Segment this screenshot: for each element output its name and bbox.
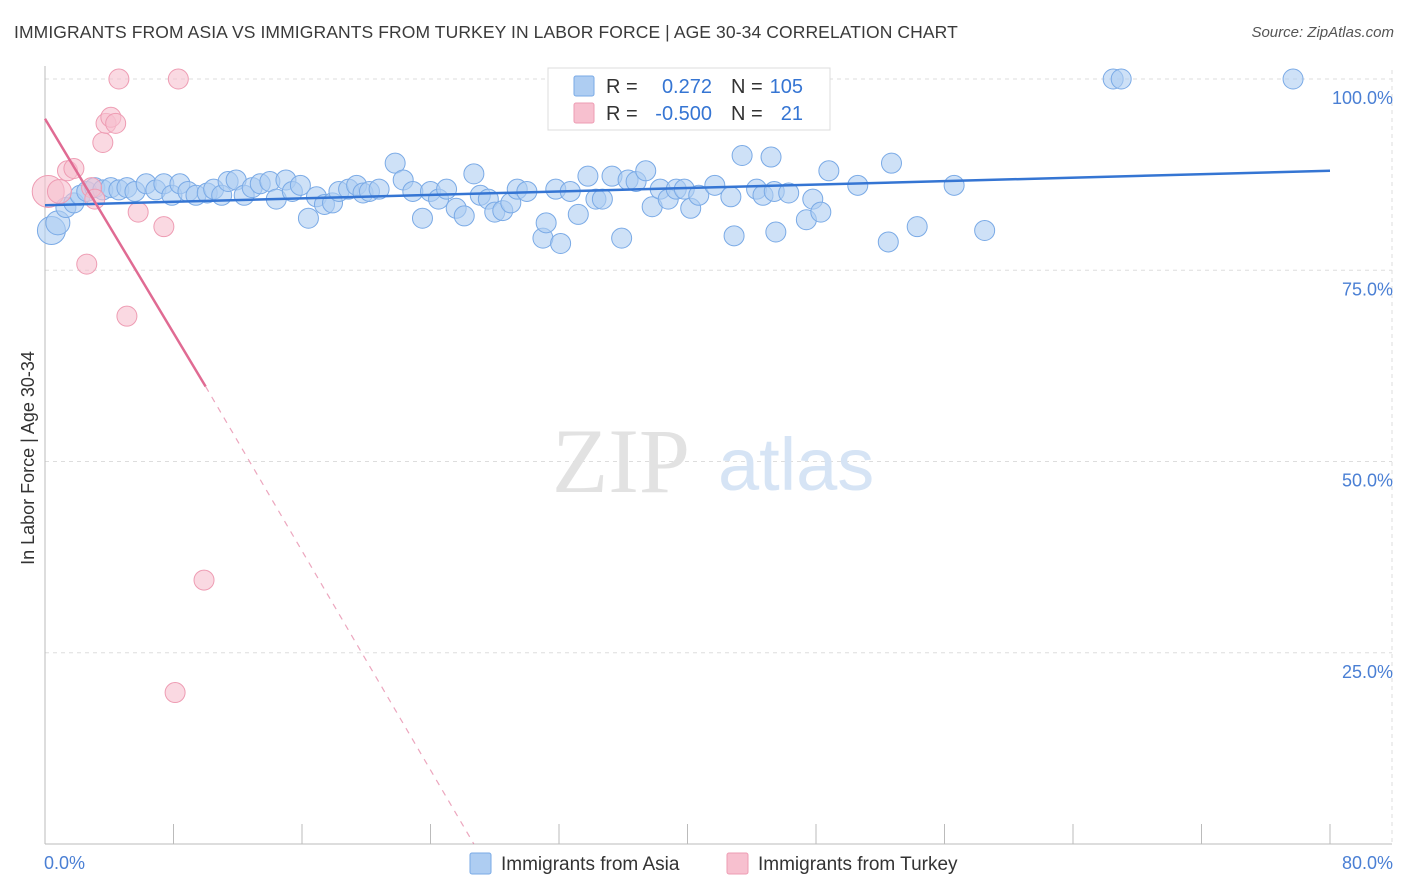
legend-asia-n-value: 105 xyxy=(770,76,803,98)
grid-lines xyxy=(45,70,1393,844)
turkey-point xyxy=(108,68,130,90)
turkey-point xyxy=(46,178,72,204)
asia-point xyxy=(1282,68,1304,90)
asia-point xyxy=(463,163,485,185)
asia-trend-line xyxy=(44,169,1331,207)
asia-point xyxy=(591,188,613,210)
asia-point xyxy=(635,160,657,182)
asia-point xyxy=(368,178,390,200)
asia-point xyxy=(411,207,433,229)
asia-point xyxy=(906,216,928,238)
turkey-point xyxy=(127,201,149,223)
legend-bottom: Immigrants from Asia Immigrants from Tur… xyxy=(469,852,958,875)
turkey-point xyxy=(153,216,175,238)
y-tick-label-25: 25.0% xyxy=(1342,662,1393,682)
asia-point xyxy=(760,146,782,168)
asia-point xyxy=(943,174,965,196)
asia-point xyxy=(720,186,742,208)
asia-point xyxy=(731,145,753,166)
turkey-trend-extension xyxy=(205,386,475,845)
asia-point xyxy=(974,219,996,241)
y-tick-label-100: 100.0% xyxy=(1332,88,1393,108)
source-credit: Source: ZipAtlas.com xyxy=(1251,24,1394,41)
asia-point xyxy=(765,221,787,243)
legend-top: R = 0.272 N = 105 R = -0.500 N = 21 xyxy=(547,67,831,131)
asia-point xyxy=(877,231,899,253)
legend-turkey-n-value: 21 xyxy=(781,103,803,125)
watermark-zip: ZIP xyxy=(552,410,690,512)
bottom-legend-turkey-label: Immigrants from Turkey xyxy=(758,854,958,875)
bottom-legend-swatch-asia xyxy=(469,852,492,875)
asia-point xyxy=(436,178,458,200)
asia-point xyxy=(688,184,710,206)
x-tick-label-min: 0.0% xyxy=(44,853,85,873)
turkey-point xyxy=(164,682,186,704)
bottom-legend-asia-label: Immigrants from Asia xyxy=(501,854,680,875)
asia-point xyxy=(567,203,589,225)
asia-point xyxy=(577,165,599,187)
asia-point xyxy=(1110,68,1132,90)
bottom-legend-swatch-turkey xyxy=(726,852,749,875)
turkey-point xyxy=(92,131,114,153)
legend-asia-n-label: N = xyxy=(731,76,763,98)
watermark-atlas: atlas xyxy=(718,423,874,506)
x-tick-label-max: 80.0% xyxy=(1342,853,1393,873)
y-tick-label-50: 50.0% xyxy=(1342,471,1393,491)
asia-point xyxy=(847,174,869,196)
turkey-point xyxy=(193,569,215,591)
asia-point xyxy=(384,152,406,174)
legend-turkey-r-label: R = xyxy=(606,103,638,125)
series-turkey-points xyxy=(31,68,215,704)
y-axis-title: In Labor Force | Age 30-34 xyxy=(18,351,38,565)
asia-point xyxy=(297,207,319,229)
legend-asia-r-label: R = xyxy=(606,76,638,98)
turkey-point xyxy=(167,68,189,90)
legend-swatch-asia xyxy=(573,75,595,97)
axes xyxy=(44,66,1392,845)
asia-point xyxy=(289,174,311,196)
asia-point xyxy=(550,232,572,254)
y-tick-labels: 25.0% 50.0% 75.0% 100.0% xyxy=(1332,88,1393,682)
watermark: ZIP atlas xyxy=(552,410,874,512)
asia-point xyxy=(402,180,424,202)
legend-turkey-n-label: N = xyxy=(731,103,763,125)
legend-asia-r-value: 0.272 xyxy=(662,76,712,98)
chart-title: IMMIGRANTS FROM ASIA VS IMMIGRANTS FROM … xyxy=(14,22,958,42)
turkey-trend-line xyxy=(43,118,207,388)
asia-point xyxy=(611,227,633,249)
asia-point xyxy=(810,201,832,223)
turkey-point xyxy=(105,112,127,134)
asia-point xyxy=(778,182,800,204)
trend-lines xyxy=(43,118,1331,845)
asia-point xyxy=(535,212,557,234)
asia-point xyxy=(818,160,840,182)
turkey-point xyxy=(116,305,138,327)
asia-point xyxy=(704,174,726,196)
asia-point xyxy=(723,225,745,247)
asia-point xyxy=(453,205,475,227)
y-tick-label-75: 75.0% xyxy=(1342,279,1393,299)
legend-box xyxy=(547,67,831,131)
turkey-point xyxy=(76,253,98,275)
asia-point xyxy=(880,152,902,174)
legend-swatch-turkey xyxy=(573,102,595,124)
legend-turkey-r-value: -0.500 xyxy=(655,103,712,125)
